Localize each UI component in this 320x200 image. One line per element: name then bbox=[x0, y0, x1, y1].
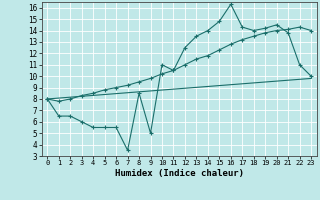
X-axis label: Humidex (Indice chaleur): Humidex (Indice chaleur) bbox=[115, 169, 244, 178]
